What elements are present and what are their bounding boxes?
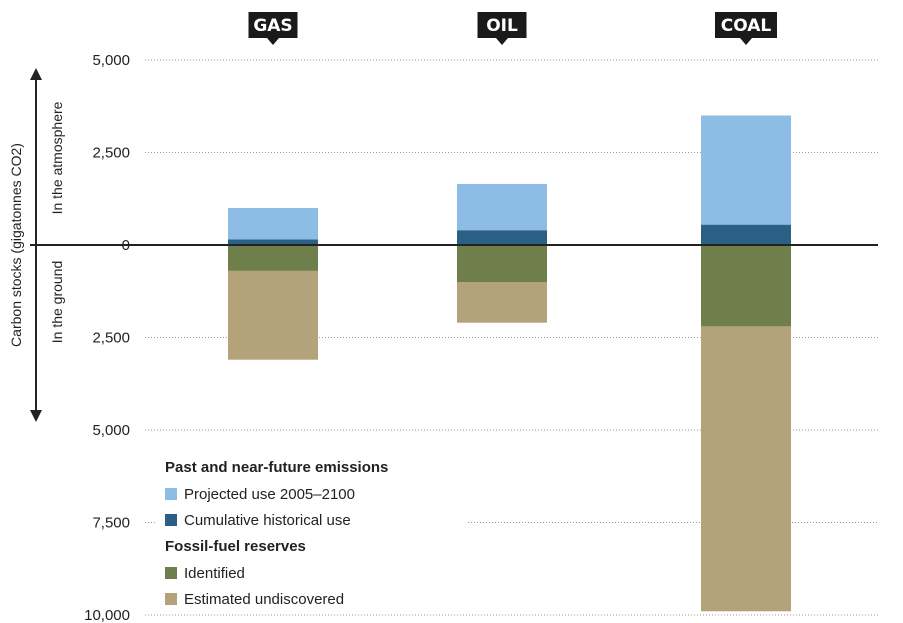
y-tick-label: 5,000 xyxy=(92,52,130,69)
arrow-up-icon xyxy=(30,68,42,80)
legend-swatch xyxy=(165,593,177,605)
y-tick-label: 5,000 xyxy=(92,422,130,439)
bar-gas-identified xyxy=(228,245,318,271)
y-tick-label: 10,000 xyxy=(84,607,130,623)
legend-item-label: Projected use 2005–2100 xyxy=(184,486,355,503)
bar-coal-estimated-undiscovered xyxy=(701,326,791,612)
legend-item-label: Identified xyxy=(184,565,245,582)
legend-group-title: Past and near-future emissions xyxy=(165,459,388,476)
bar-coal-cumulative-historical-use xyxy=(701,224,791,245)
y-tick-label: 2,500 xyxy=(92,330,130,347)
bar-coal-identified xyxy=(701,245,791,327)
category-label-gas: GAS xyxy=(253,16,292,36)
below-ground-label: In the ground xyxy=(49,261,65,344)
bar-oil-projected-use-2005-2100 xyxy=(457,183,547,231)
category-label-box xyxy=(715,12,777,45)
legend-item-label: Cumulative historical use xyxy=(184,512,351,529)
arrow-down-icon xyxy=(30,410,42,422)
above-ground-label: In the atmosphere xyxy=(49,101,65,214)
category-label-oil: OIL xyxy=(486,16,518,36)
legend-swatch xyxy=(165,488,177,500)
category-label-box xyxy=(248,12,298,45)
bar-gas-projected-use-2005-2100 xyxy=(228,208,318,240)
legend-group-title: Fossil-fuel reserves xyxy=(165,538,306,555)
legend-item-label: Estimated undiscovered xyxy=(184,591,344,608)
y-axis-title: Carbon stocks (gigatonnes CO2) xyxy=(8,143,24,347)
bar-oil-identified xyxy=(457,245,547,282)
bar-gas-cumulative-historical-use xyxy=(228,239,318,245)
category-label-box xyxy=(477,12,527,45)
bar-coal-projected-use-2005-2100 xyxy=(701,115,791,225)
bar-gas-estimated-undiscovered xyxy=(228,270,318,360)
legend-swatch xyxy=(165,567,177,579)
bar-oil-cumulative-historical-use xyxy=(457,230,547,245)
y-tick-label: 2,500 xyxy=(92,145,130,162)
category-label-coal: COAL xyxy=(721,16,772,36)
bar-oil-estimated-undiscovered xyxy=(457,282,547,323)
legend-swatch xyxy=(165,514,177,526)
y-tick-label: 7,500 xyxy=(92,515,130,532)
